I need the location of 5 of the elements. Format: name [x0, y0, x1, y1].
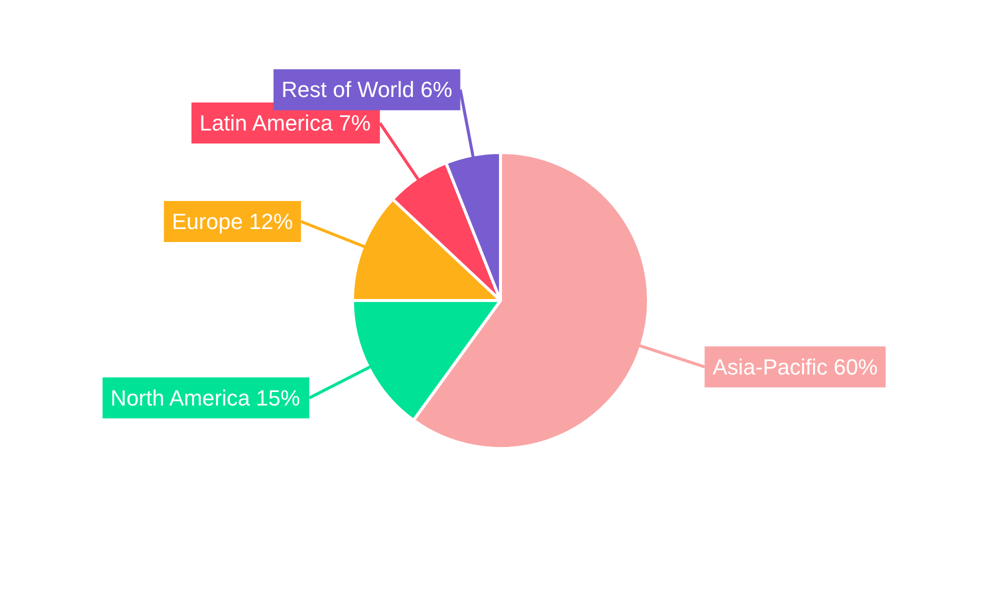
slice-label: Asia-Pacific 60%: [712, 354, 878, 380]
slice-label: North America 15%: [110, 385, 300, 410]
slice-label: Europe 12%: [172, 209, 293, 234]
slice-label: Latin America 7%: [199, 110, 371, 136]
slice-label: Rest of World 6%: [282, 77, 452, 102]
